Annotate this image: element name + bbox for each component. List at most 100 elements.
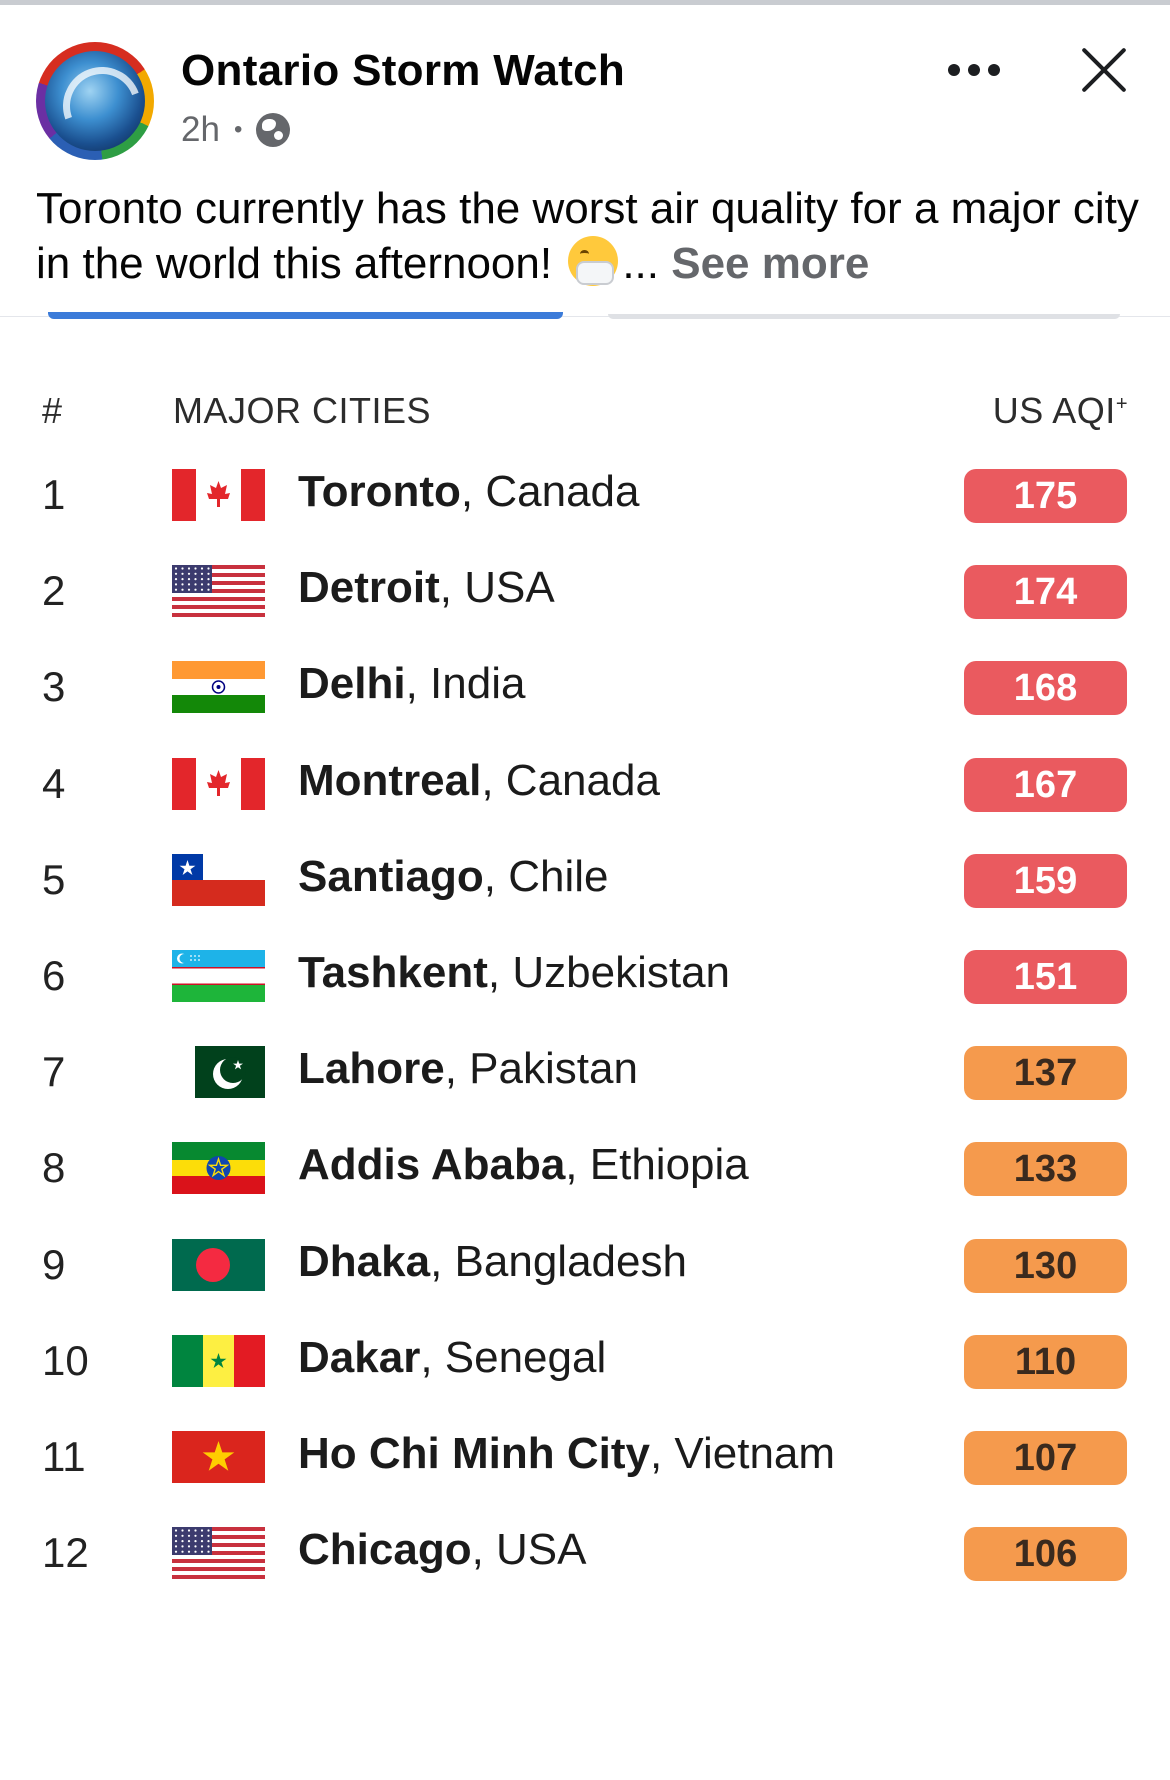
aqi-badge: 130 bbox=[964, 1238, 1127, 1293]
table-row[interactable]: 3 Delhi, India 168 bbox=[0, 635, 1170, 744]
table-row[interactable]: 12 Chicago, USA 106 bbox=[0, 1501, 1170, 1610]
city-label[interactable]: Toronto, Canada bbox=[298, 467, 639, 517]
rank-number: 3 bbox=[42, 663, 66, 711]
canada-flag-icon bbox=[172, 469, 265, 521]
table-row[interactable]: 9 Dhaka, Bangladesh 130 bbox=[0, 1213, 1170, 1322]
country-name: , Vietnam bbox=[649, 1429, 836, 1478]
rank-number: 5 bbox=[42, 855, 66, 903]
city-label[interactable]: Montreal, Canada bbox=[298, 756, 660, 806]
city-name: Dhaka bbox=[298, 1236, 431, 1286]
table-row[interactable]: 10 Dakar, Senegal 110 bbox=[0, 1309, 1170, 1418]
city-name: Dakar bbox=[298, 1332, 421, 1382]
aqi-badge: 174 bbox=[964, 565, 1127, 620]
canada-flag-icon bbox=[172, 757, 265, 810]
bangladesh-flag-icon bbox=[172, 1238, 265, 1291]
rank-header: # bbox=[42, 390, 63, 431]
city-name: Delhi bbox=[298, 659, 406, 709]
country-name: , Pakistan bbox=[444, 1044, 638, 1094]
more-options-icon[interactable] bbox=[944, 50, 1004, 90]
page-avatar[interactable] bbox=[36, 42, 154, 160]
close-icon[interactable] bbox=[1078, 44, 1130, 96]
aqi-badge: 167 bbox=[964, 757, 1127, 812]
city-label[interactable]: Dakar, Senegal bbox=[298, 1333, 606, 1383]
rank-number: 1 bbox=[42, 471, 66, 518]
city-label[interactable]: Dhaka, Bangladesh bbox=[298, 1237, 687, 1287]
country-name: , Ethiopia bbox=[565, 1140, 749, 1190]
usa-flag-icon bbox=[172, 565, 265, 618]
aqi-badge: 168 bbox=[964, 661, 1127, 716]
country-name: , Canada bbox=[460, 467, 640, 516]
table-row[interactable]: 2 Detroit, USA 174 bbox=[0, 539, 1170, 648]
country-name: , Chile bbox=[483, 851, 609, 901]
aqi-badge: 107 bbox=[964, 1431, 1127, 1485]
city-name: Toronto bbox=[298, 467, 461, 516]
rank-number: 6 bbox=[42, 952, 66, 999]
table-header: # MAJOR CITIES US AQI+ bbox=[0, 382, 1170, 442]
post-text: Toronto currently has the worst air qual… bbox=[36, 182, 1146, 291]
table-row[interactable]: 4 Montreal, Canada 167 bbox=[0, 732, 1170, 841]
tab-indicator bbox=[608, 314, 1120, 319]
rank-number: 4 bbox=[42, 759, 66, 807]
table-row[interactable]: 8 Addis Ababa, Ethiopia 133 bbox=[0, 1116, 1170, 1225]
vietnam-flag-icon bbox=[172, 1431, 265, 1483]
city-label[interactable]: Ho Chi Minh City, Vietnam bbox=[298, 1429, 835, 1479]
pakistan-flag-icon bbox=[172, 1046, 265, 1099]
post-ellipsis: ... bbox=[622, 239, 659, 288]
globe-logo-icon bbox=[45, 51, 145, 151]
rank-number: 7 bbox=[42, 1048, 66, 1096]
aqi-badge: 151 bbox=[964, 950, 1127, 1004]
public-globe-icon[interactable] bbox=[256, 113, 291, 147]
country-name: , USA bbox=[471, 1525, 587, 1575]
city-label[interactable]: Addis Ababa, Ethiopia bbox=[298, 1140, 749, 1190]
page-name[interactable]: Ontario Storm Watch bbox=[181, 46, 626, 95]
country-name: , Bangladesh bbox=[430, 1236, 687, 1286]
table-row[interactable]: 6 Tashkent, Uzbekistan 151 bbox=[0, 924, 1170, 1033]
rank-number: 8 bbox=[42, 1144, 66, 1192]
table-row[interactable]: 11 Ho Chi Minh City, Vietnam 107 bbox=[0, 1405, 1170, 1514]
city-label[interactable]: Detroit, USA bbox=[298, 563, 555, 613]
rank-number: 10 bbox=[42, 1336, 89, 1384]
city-name: Montreal bbox=[298, 755, 482, 805]
city-label[interactable]: Tashkent, Uzbekistan bbox=[298, 948, 730, 998]
top-divider bbox=[0, 0, 1170, 5]
city-label[interactable]: Chicago, USA bbox=[298, 1525, 587, 1575]
aqi-badge: 110 bbox=[964, 1334, 1127, 1389]
tab-indicator-active bbox=[48, 312, 563, 319]
city-label[interactable]: Lahore, Pakistan bbox=[298, 1044, 638, 1094]
aqi-header: US AQI+ bbox=[992, 390, 1128, 431]
post-divider bbox=[0, 316, 1170, 317]
city-name: Chicago bbox=[298, 1525, 472, 1575]
post-time[interactable]: 2h bbox=[181, 110, 220, 149]
uzbekistan-flag-icon bbox=[172, 950, 265, 1002]
aqi-badge: 175 bbox=[964, 469, 1127, 523]
aqi-badge: 106 bbox=[964, 1527, 1127, 1582]
cities-header: MAJOR CITIES bbox=[173, 390, 432, 431]
city-label[interactable]: Delhi, India bbox=[298, 659, 525, 709]
city-label[interactable]: Santiago, Chile bbox=[298, 852, 609, 902]
senegal-flag-icon bbox=[172, 1334, 265, 1387]
city-name: Detroit bbox=[298, 563, 440, 613]
table-row[interactable]: 7 Lahore, Pakistan 137 bbox=[0, 1020, 1170, 1129]
country-name: , Canada bbox=[481, 755, 660, 805]
country-name: , Uzbekistan bbox=[487, 948, 731, 997]
ethiopia-flag-icon bbox=[172, 1142, 265, 1195]
rank-number: 11 bbox=[42, 1433, 86, 1480]
post-meta: 2h • bbox=[181, 110, 291, 150]
city-name: Ho Chi Minh City bbox=[298, 1429, 650, 1478]
city-name: Addis Ababa bbox=[298, 1140, 566, 1190]
city-name: Santiago bbox=[298, 851, 484, 901]
see-more-link[interactable]: See more bbox=[671, 239, 870, 288]
rank-number: 2 bbox=[42, 567, 66, 615]
post-body: Toronto currently has the worst air qual… bbox=[36, 184, 1139, 288]
table-row[interactable]: 5 Santiago, Chile 159 bbox=[0, 828, 1170, 937]
table-row[interactable]: 1 Toronto, Canada 175 bbox=[0, 443, 1170, 552]
rank-number: 12 bbox=[42, 1529, 89, 1577]
city-name: Lahore bbox=[298, 1044, 445, 1094]
country-name: , India bbox=[405, 659, 526, 709]
aqi-badge: 159 bbox=[964, 853, 1127, 908]
aqi-badge: 137 bbox=[964, 1046, 1127, 1101]
chile-flag-icon bbox=[172, 853, 265, 906]
india-flag-icon bbox=[172, 661, 265, 714]
meta-separator: • bbox=[233, 116, 243, 143]
usa-flag-icon bbox=[172, 1527, 265, 1580]
